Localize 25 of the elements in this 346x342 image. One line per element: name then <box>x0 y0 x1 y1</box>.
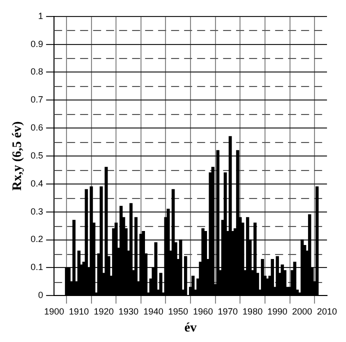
y-tick-label: 0.9 <box>30 38 44 49</box>
x-tick-label: 1980 <box>242 306 263 316</box>
x-tick-label: 2000 <box>292 306 312 316</box>
y-tick-label: 0.7 <box>30 94 44 105</box>
x-tick-label: 1970 <box>218 306 238 316</box>
x-tick-label: 1930 <box>118 306 139 316</box>
y-tick-label: 0.6 <box>30 122 44 133</box>
y-tick-label: 1 <box>38 10 44 21</box>
x-tick-label: 1960 <box>192 306 213 316</box>
y-tick-label: 0.5 <box>30 150 44 160</box>
y-tick-label: 0.3 <box>30 206 44 216</box>
y-tick-label: 0.8 <box>30 66 44 77</box>
y-axis-title: Rx,y (6,5 év) <box>9 121 24 191</box>
x-tick-label: 1950 <box>168 306 188 316</box>
x-tick-label: 1910 <box>68 306 89 316</box>
x-tick-label: 1940 <box>143 306 164 316</box>
x-axis-title: év <box>184 320 198 335</box>
x-tick-label: 1900 <box>44 306 64 316</box>
x-tick-label: 1920 <box>94 306 114 316</box>
y-tick-label: 0.1 <box>30 262 44 272</box>
y-tick-label: 0 <box>38 290 44 300</box>
x-tick-label: 2010 <box>316 306 338 316</box>
y-tick-label: 0.2 <box>30 234 44 244</box>
y-tick-label: 0.4 <box>30 178 44 188</box>
x-tick-label: 1990 <box>267 306 288 316</box>
